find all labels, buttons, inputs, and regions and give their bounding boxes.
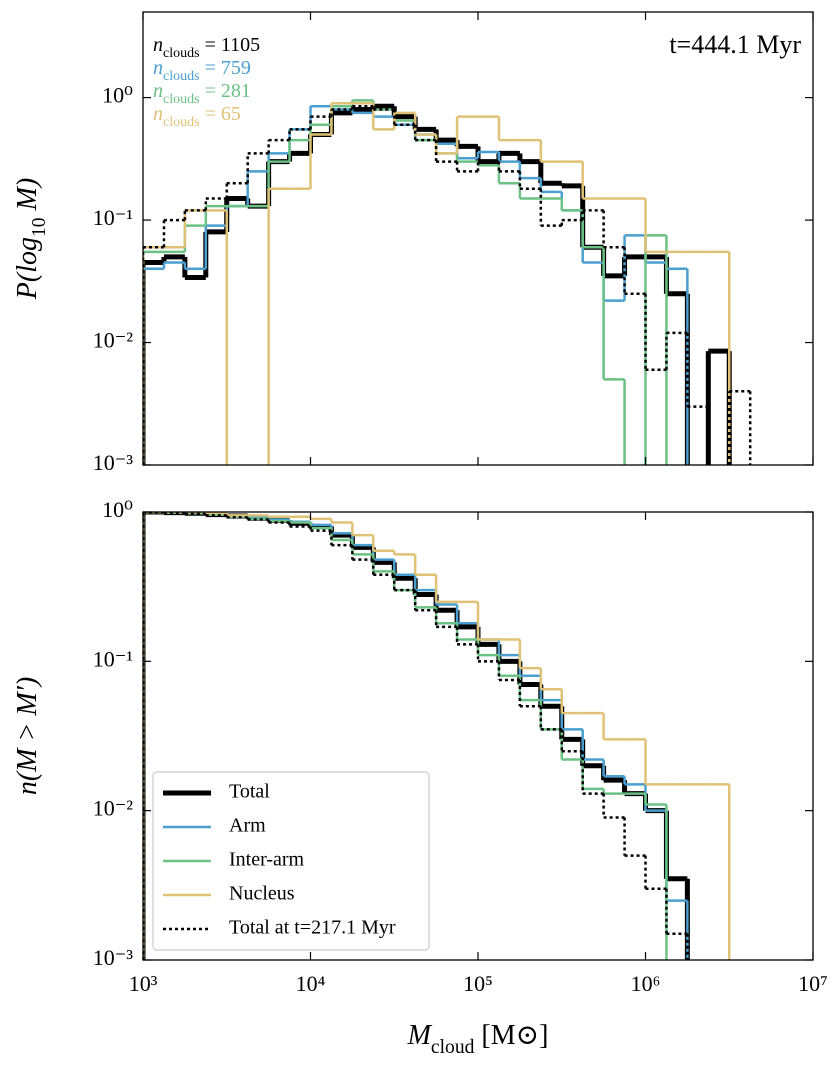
label-part: M) <box>12 178 43 218</box>
label-part: [M⊙] <box>474 1020 548 1051</box>
plot-area <box>143 99 752 465</box>
label-part: = 281 <box>200 80 251 102</box>
legend-box <box>152 771 430 951</box>
label-part: n <box>153 57 163 79</box>
label-part: P(log <box>12 237 43 300</box>
x-tick-label: 10⁴ <box>296 971 326 996</box>
legend-label: Nucleus <box>229 883 295 905</box>
x-tick-label: 10⁶ <box>631 971 661 996</box>
x-tick-label: 10⁷ <box>798 971 828 996</box>
series <box>143 104 752 465</box>
x-axis-label: Mcloud [M⊙] <box>407 1020 549 1058</box>
label-part: M <box>407 1020 433 1051</box>
label-part: n <box>153 103 163 125</box>
y-tick-label: 10⁻² <box>93 796 134 821</box>
n-clouds-label: nclouds = 759 <box>153 57 251 84</box>
label-part: clouds <box>163 46 200 61</box>
n-clouds-label: nclouds = 281 <box>153 80 251 107</box>
y-tick-label: 10⁰ <box>102 497 133 522</box>
legend-label: Arm <box>229 815 266 837</box>
x-tick-label: 10⁵ <box>463 971 493 996</box>
y-tick-label: 10⁻¹ <box>93 646 133 671</box>
label-part: = 759 <box>200 57 251 79</box>
label-part: clouds <box>163 69 200 84</box>
y-tick-label: 10⁻² <box>93 328 134 353</box>
label-part: n <box>153 34 163 56</box>
label-part: = 65 <box>200 103 241 125</box>
label-part: clouds <box>163 115 200 130</box>
n-clouds-label: nclouds = 1105 <box>153 34 260 61</box>
label-part: 10 <box>29 217 50 237</box>
label-part: n(M > M′) <box>12 677 43 795</box>
y-tick-label: 10⁰ <box>102 83 133 108</box>
y-tick-label: 10⁻³ <box>93 450 134 475</box>
series <box>143 512 731 960</box>
y-tick-label: 10⁻³ <box>93 945 134 970</box>
legend-label: Total <box>229 781 270 803</box>
legend-label: Inter-arm <box>229 849 305 871</box>
y-tick-label: 10⁻¹ <box>93 205 133 230</box>
series <box>143 512 689 960</box>
time-label: t=444.1 Myr <box>669 30 801 59</box>
label-part: = 1105 <box>200 34 261 56</box>
panel: 10⁻³ 10⁻² 10⁻¹ 10⁰ 10³ 10⁴ 10⁵ 10⁶ 10⁷ n(M > M′) M… <box>12 497 827 1058</box>
series <box>143 104 689 465</box>
label-part: clouds <box>163 92 200 107</box>
y-axis-label: n(M > M′) <box>12 677 43 795</box>
plot-area <box>143 512 731 960</box>
n-clouds-label: nclouds = 65 <box>153 103 241 130</box>
series <box>143 99 668 465</box>
legend-label: Total at t=217.1 Myr <box>229 917 396 939</box>
series <box>143 101 731 465</box>
x-tick-label: 10³ <box>129 971 158 996</box>
label-part: cloud <box>431 1037 475 1058</box>
label-part: n <box>153 80 163 102</box>
y-axis-label: P(log10 M) <box>12 178 50 300</box>
